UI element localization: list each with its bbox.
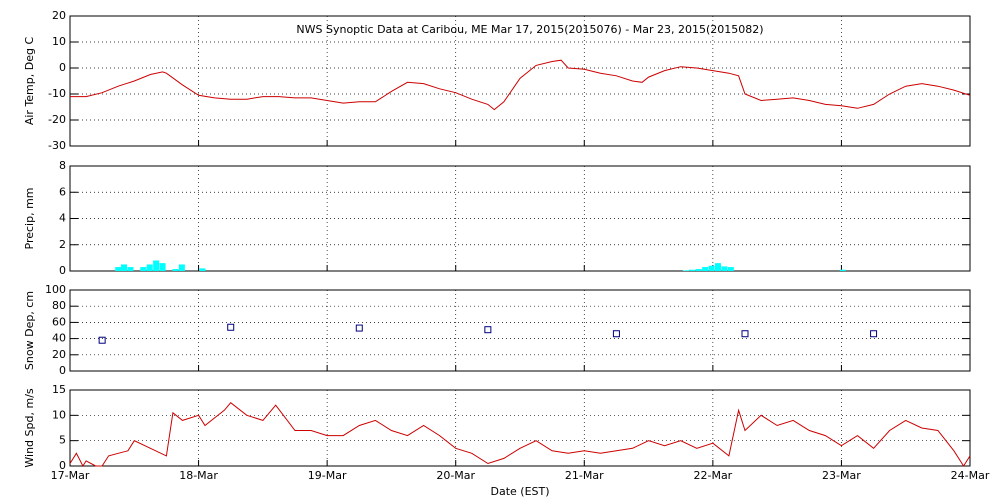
point: [870, 330, 878, 338]
y-tick-label: 0: [59, 61, 66, 74]
bar: [178, 264, 185, 271]
x-tick-label: 23-Mar: [822, 469, 861, 482]
bar: [682, 270, 689, 271]
bar: [689, 269, 696, 271]
chart-title: NWS Synoptic Data at Caribou, ME Mar 17,…: [296, 23, 763, 36]
y-tick-label: 10: [52, 408, 66, 421]
y-tick-label: 6: [59, 185, 66, 198]
x-tick-label: 18-Mar: [179, 469, 218, 482]
point: [612, 330, 620, 338]
point: [98, 336, 106, 344]
y-tick-label: 15: [52, 383, 66, 396]
bar: [727, 267, 734, 271]
y-tick-label: 10: [52, 35, 66, 48]
bar: [172, 269, 179, 271]
y-tick-label: -10: [48, 87, 66, 100]
y-tick-label: 0: [59, 459, 66, 472]
data-line: [69, 402, 971, 468]
x-tick-label: 20-Mar: [436, 469, 475, 482]
y-axis-label: Wind Spd, m/s: [23, 388, 36, 468]
point: [484, 326, 492, 334]
y-tick-label: 60: [52, 315, 66, 328]
y-tick-label: 0: [59, 264, 66, 277]
data-line: [70, 59, 971, 111]
plot-frame: [69, 289, 971, 372]
plot-frame: [69, 389, 971, 467]
bar: [115, 267, 122, 271]
bar: [153, 260, 160, 271]
y-tick-label: 8: [59, 159, 66, 172]
y-axis-label: Air Temp, Deg C: [23, 37, 36, 126]
x-tick-label: 22-Mar: [693, 469, 732, 482]
bar: [715, 263, 721, 271]
y-tick-label: 4: [59, 212, 66, 225]
bar: [121, 264, 127, 271]
x-tick-label: 24-Mar: [951, 469, 990, 482]
y-tick-label: 20: [52, 9, 66, 22]
bar: [199, 268, 206, 271]
bar: [702, 267, 709, 271]
bar: [146, 264, 153, 271]
bar: [708, 265, 715, 271]
x-tick-label: 17-Mar: [51, 469, 90, 482]
y-tick-label: 2: [59, 238, 66, 251]
x-tick-label: 19-Mar: [308, 469, 347, 482]
bar: [721, 266, 728, 271]
y-tick-label: 100: [45, 283, 66, 296]
y-tick-label: -20: [48, 113, 66, 126]
y-tick-label: 80: [52, 299, 66, 312]
y-axis-label: Snow Dep, cm: [23, 291, 36, 370]
bar: [140, 267, 147, 271]
y-tick-label: 5: [59, 434, 66, 447]
bar: [159, 263, 166, 271]
y-tick-label: 20: [52, 348, 66, 361]
bar: [695, 269, 702, 271]
y-tick-label: 40: [52, 332, 66, 345]
x-tick-label: 21-Mar: [565, 469, 604, 482]
y-tick-label: 0: [59, 364, 66, 377]
x-axis-label: Date (EST): [490, 485, 549, 498]
point: [227, 323, 235, 331]
point: [741, 330, 749, 338]
point: [355, 324, 363, 332]
bar: [127, 267, 134, 271]
y-tick-label: -30: [48, 139, 66, 152]
y-axis-label: Precip, mm: [23, 188, 36, 250]
bar: [839, 269, 846, 271]
